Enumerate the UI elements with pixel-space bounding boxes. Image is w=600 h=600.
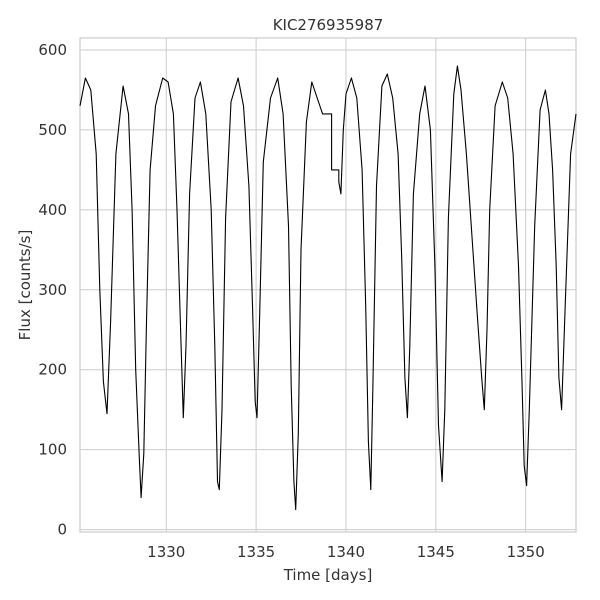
y-tick-label: 400 xyxy=(38,201,67,219)
grid-lines xyxy=(80,38,576,532)
x-axis-label: Time [days] xyxy=(283,566,373,584)
x-tick-label: 1330 xyxy=(147,543,185,561)
x-tick-label: 1350 xyxy=(507,543,545,561)
x-tick-label: 1340 xyxy=(327,543,365,561)
x-tick-label: 1335 xyxy=(237,543,275,561)
chart-title: KIC276935987 xyxy=(273,16,384,34)
y-tick-label: 600 xyxy=(38,41,67,59)
y-tick-label: 300 xyxy=(38,281,67,299)
y-tick-label: 200 xyxy=(38,361,67,379)
y-tick-label: 0 xyxy=(57,521,67,539)
y-tick-label: 100 xyxy=(38,441,67,459)
y-tick-labels: 0 100 200 300 400 500 600 xyxy=(38,41,67,539)
plot-frame xyxy=(79,37,577,533)
x-tick-label: 1345 xyxy=(417,543,455,561)
y-tick-label: 500 xyxy=(38,121,67,139)
x-tick-labels: 1330 1335 1340 1345 1350 xyxy=(147,543,545,561)
y-axis-label: Flux [counts/s] xyxy=(16,230,34,341)
flux-series-line xyxy=(79,65,577,511)
